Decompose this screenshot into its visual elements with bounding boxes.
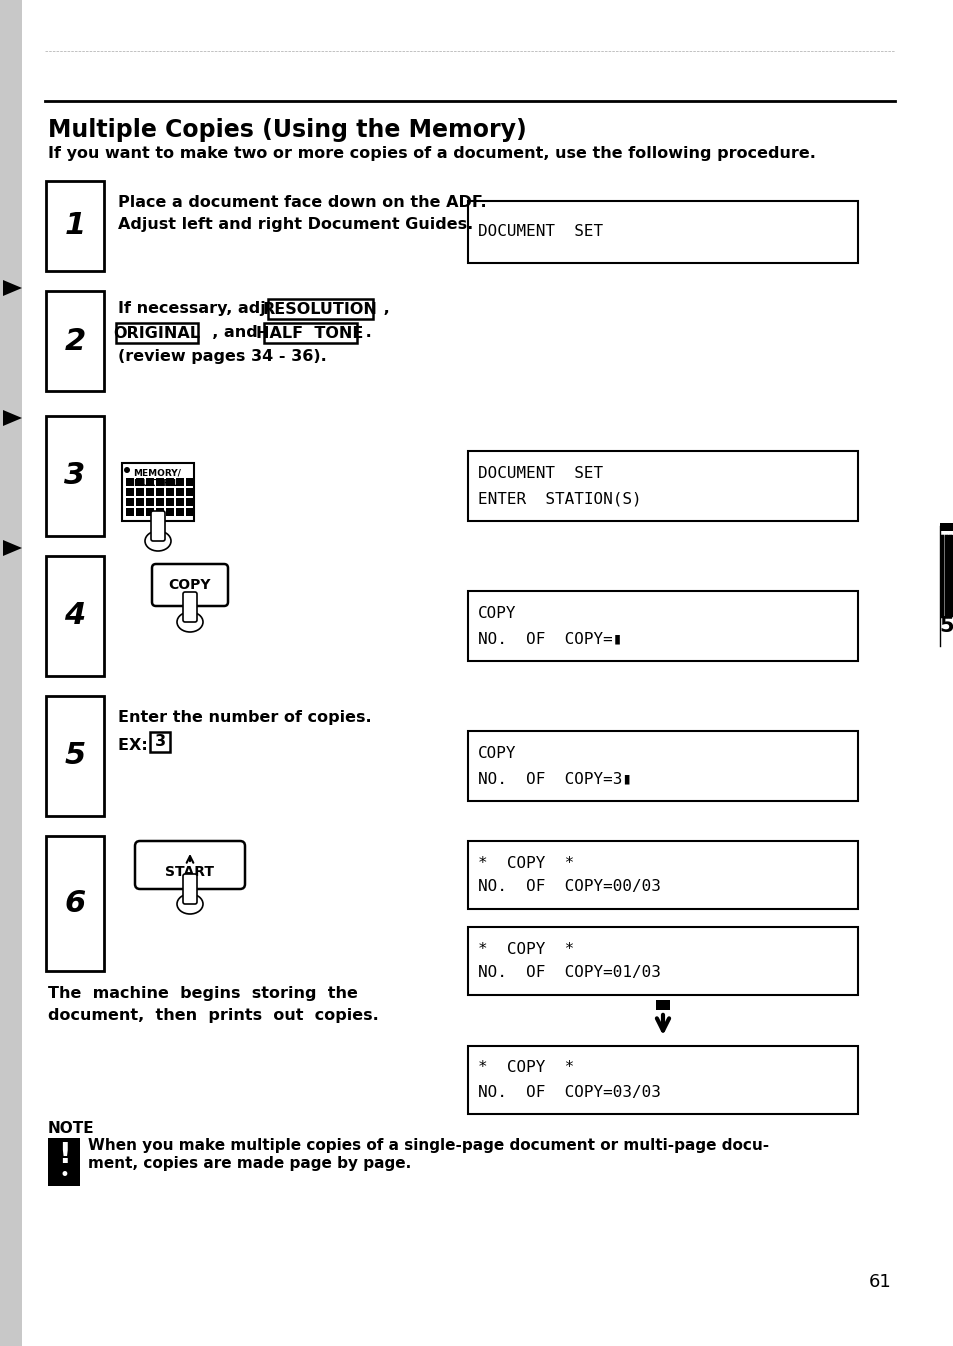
Bar [166,507,173,516]
Bar [146,498,153,506]
Ellipse shape [177,894,203,914]
Text: EX:: EX: [118,738,153,752]
Bar [175,489,184,495]
Text: DOCUMENT  SET: DOCUMENT SET [477,466,602,481]
Bar [264,323,356,343]
Bar [46,180,104,271]
Bar [150,732,170,752]
Bar [46,291,104,390]
Text: 5: 5 [64,742,86,770]
Bar [156,478,164,486]
Text: (review pages 34 - 36).: (review pages 34 - 36). [118,349,327,363]
Text: The  machine  begins  storing  the: The machine begins storing the [48,987,357,1001]
FancyBboxPatch shape [183,592,196,622]
Bar [126,498,133,506]
Bar [468,1046,857,1114]
Text: !: ! [57,1141,71,1168]
Bar [136,507,144,516]
Bar [186,478,193,486]
Bar [186,498,193,506]
Text: If you want to make two or more copies of a document, use the following procedur: If you want to make two or more copies o… [48,145,815,162]
Bar [156,507,164,516]
Text: MEMORY/: MEMORY/ [132,468,181,476]
Text: START: START [165,865,214,879]
Text: COPY: COPY [169,577,211,592]
Text: 6: 6 [64,888,86,918]
Text: Adjust left and right Document Guides.: Adjust left and right Document Guides. [118,217,473,232]
Text: ENTER  STATION(S): ENTER STATION(S) [477,491,641,506]
Polygon shape [3,540,22,556]
Bar [175,478,184,486]
Bar [126,507,133,516]
Text: ORIGINAL: ORIGINAL [113,326,200,341]
Bar [48,1137,80,1186]
Text: .: . [359,324,372,341]
Bar [468,927,857,995]
Text: NO.  OF  COPY=01/03: NO. OF COPY=01/03 [477,965,660,980]
Text: *  COPY  *: * COPY * [477,941,574,957]
Bar [468,591,857,661]
Text: HALF  TONE: HALF TONE [256,326,363,341]
Text: NO.  OF  COPY=00/03: NO. OF COPY=00/03 [477,879,660,895]
Bar [175,507,184,516]
Text: Enter the number of copies.: Enter the number of copies. [118,709,372,725]
Bar [268,299,373,319]
Bar [656,1000,669,1010]
Ellipse shape [177,612,203,633]
Polygon shape [3,280,22,296]
Bar [939,524,953,532]
Text: *  COPY  *: * COPY * [477,1061,574,1075]
Bar [186,489,193,495]
Text: COPY: COPY [477,746,516,760]
Text: 2: 2 [64,327,86,355]
Text: •: • [59,1167,69,1184]
Text: NO.  OF  COPY=03/03: NO. OF COPY=03/03 [477,1085,660,1100]
Bar [468,731,857,801]
FancyBboxPatch shape [151,511,165,541]
Text: NO.  OF  COPY=▮: NO. OF COPY=▮ [477,631,621,646]
Bar [166,489,173,495]
Bar [166,498,173,506]
Bar [136,498,144,506]
Text: DOCUMENT  SET: DOCUMENT SET [477,225,602,240]
Bar [156,489,164,495]
Text: 5: 5 [939,616,953,637]
Text: , and: , and [201,324,263,341]
Bar [46,556,104,676]
Circle shape [124,467,130,472]
Text: document,  then  prints  out  copies.: document, then prints out copies. [48,1008,378,1023]
Bar [46,836,104,970]
Bar [175,498,184,506]
Text: Place a document face down on the ADF.: Place a document face down on the ADF. [118,195,486,210]
Bar [126,489,133,495]
Bar [46,696,104,816]
Bar [468,841,857,909]
Polygon shape [3,411,22,425]
Text: ,: , [377,302,390,316]
Text: *  COPY  *: * COPY * [477,856,574,871]
FancyBboxPatch shape [135,841,245,888]
Text: 1: 1 [64,211,86,241]
Text: COPY: COPY [477,606,516,621]
Text: MULTIFILE: MULTIFILE [132,479,185,489]
FancyBboxPatch shape [152,564,228,606]
Bar [468,201,857,262]
Text: 4: 4 [64,602,86,630]
Bar [46,416,104,536]
Bar [186,507,193,516]
Bar [136,489,144,495]
Text: If necessary, adjust: If necessary, adjust [118,302,299,316]
Text: When you make multiple copies of a single-page document or multi-page docu-: When you make multiple copies of a singl… [88,1137,768,1154]
Text: 3: 3 [64,462,86,490]
Text: Multiple Copies (Using the Memory): Multiple Copies (Using the Memory) [48,118,526,141]
Bar [122,463,193,521]
Text: NOTE: NOTE [48,1121,94,1136]
Bar [116,323,198,343]
Bar [126,478,133,486]
Bar [156,498,164,506]
Bar [136,478,144,486]
Bar [146,489,153,495]
Text: RESOLUTION: RESOLUTION [262,302,377,316]
Bar [166,478,173,486]
